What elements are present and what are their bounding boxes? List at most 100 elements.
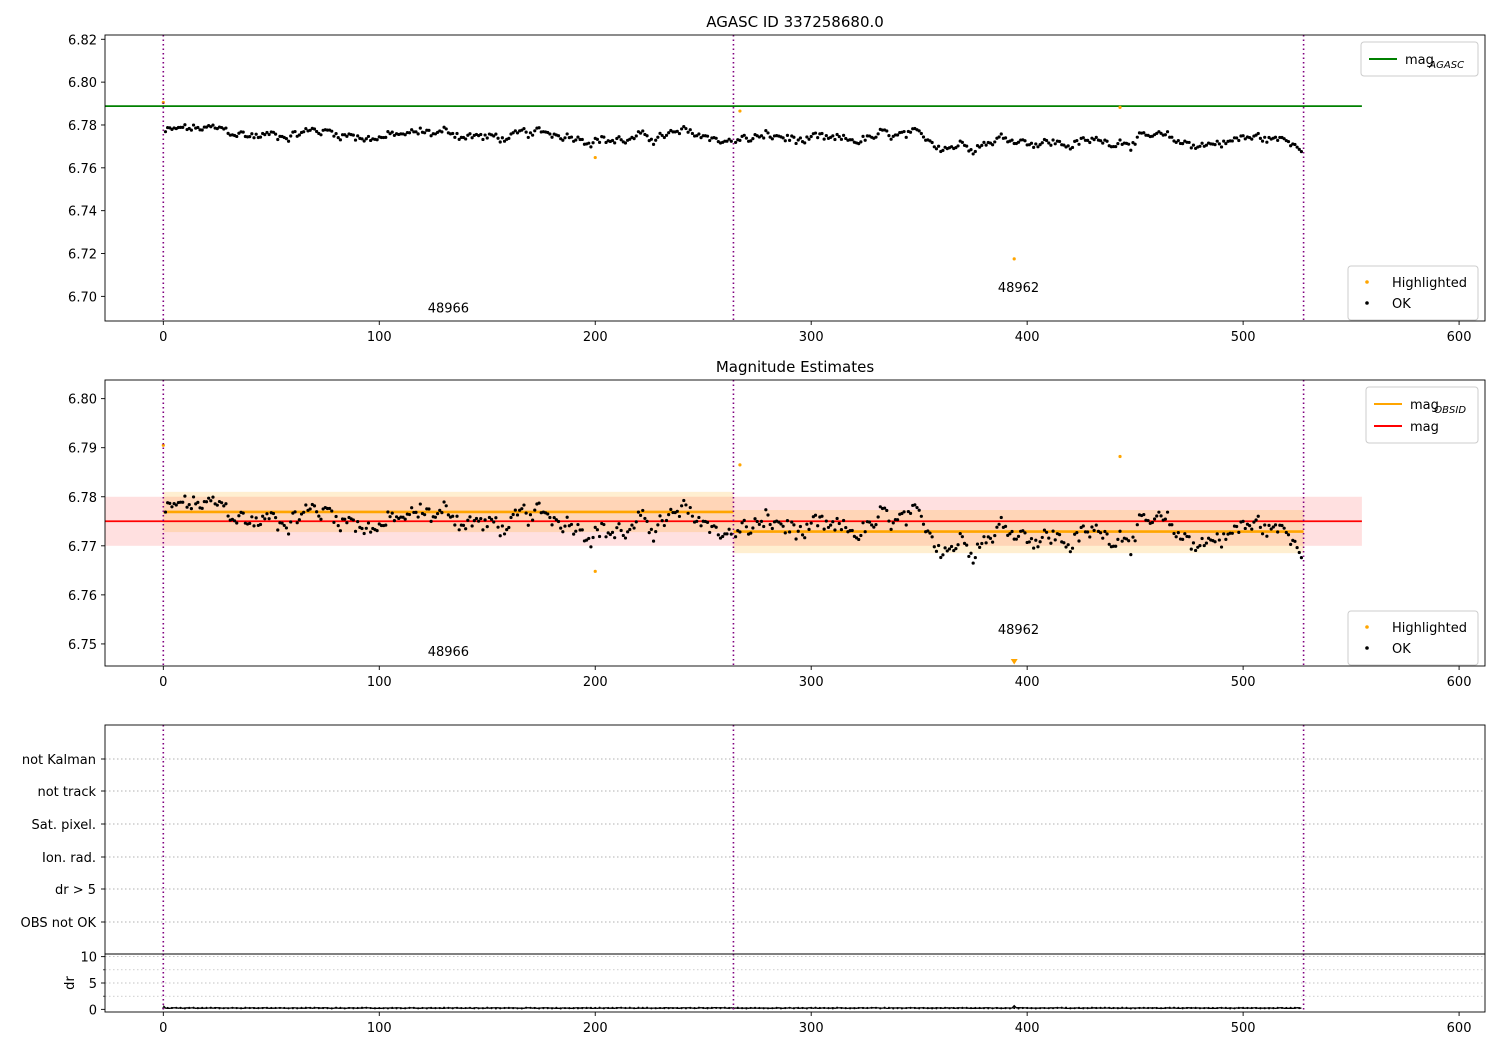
ok-point [729, 532, 733, 536]
dr-point [952, 1006, 955, 1010]
dr-point [252, 1006, 256, 1010]
ok-point [1213, 540, 1217, 544]
ok-point [608, 532, 612, 537]
ok-point [792, 523, 796, 527]
highlighted-point [738, 109, 742, 113]
dr-point [313, 1006, 316, 1009]
ok-point [1150, 520, 1155, 525]
y-tick-label: 6.80 [68, 393, 97, 408]
panel-title: AGASC ID 337258680.0 [706, 13, 884, 31]
ok-point [1105, 139, 1109, 143]
dr-point [1164, 1006, 1167, 1010]
dr-point [585, 1006, 588, 1010]
dr-point [848, 1007, 852, 1010]
dr-point [473, 1007, 476, 1010]
ok-point [1176, 531, 1180, 535]
dr-point [594, 1006, 597, 1010]
flag-category-label: not track [37, 785, 96, 800]
ok-point [429, 134, 433, 138]
legend-box [1347, 265, 1479, 321]
dr-point [1008, 1007, 1011, 1010]
ok-point [1051, 138, 1055, 142]
ok-point [928, 531, 932, 535]
ok-point [861, 134, 865, 138]
dr-point [1203, 1006, 1206, 1010]
ok-point [1293, 142, 1297, 147]
ok-point [330, 509, 334, 513]
dr-point [844, 1007, 847, 1010]
dr-point [728, 1006, 731, 1010]
dr-point [1272, 1007, 1275, 1010]
ok-point [721, 534, 725, 539]
ok-point [274, 132, 278, 136]
ok-point [816, 524, 820, 528]
ok-point [632, 526, 636, 530]
dr-point [468, 1006, 472, 1009]
dr-point [550, 1007, 554, 1010]
ok-point [414, 510, 418, 514]
dr-point [956, 1007, 960, 1010]
ok-point [1293, 539, 1297, 543]
ok-point [496, 525, 500, 529]
ok-point [1070, 145, 1075, 150]
ok-point [461, 523, 466, 527]
ok-point [714, 136, 718, 140]
ok-point [636, 510, 641, 514]
ok-point [1127, 539, 1131, 543]
ok-point [969, 551, 973, 555]
dr-point [995, 1006, 999, 1010]
ok-point [1256, 131, 1260, 136]
ok-point [991, 540, 995, 544]
ok-point [841, 518, 846, 523]
ok-point [548, 515, 552, 520]
legend-box [1360, 41, 1479, 77]
ok-point [796, 138, 800, 142]
ok-point [941, 553, 945, 557]
ok-point [163, 510, 168, 514]
ok-point [1142, 512, 1146, 517]
ok-point [1116, 142, 1120, 146]
ok-point [695, 134, 699, 138]
ok-point [870, 523, 874, 527]
ok-point [906, 509, 910, 514]
ok-point [921, 522, 926, 526]
ok-point [1092, 138, 1096, 142]
offscale-down-marker [1010, 659, 1018, 665]
ok-point [258, 135, 263, 139]
dr-point [693, 1007, 696, 1010]
dr-point [300, 1006, 303, 1009]
ok-point [1217, 142, 1221, 146]
ok-point [932, 145, 936, 149]
ok-point [500, 136, 504, 140]
dr-point [244, 1006, 247, 1009]
dr-point [563, 1006, 567, 1010]
dr-point [1194, 1006, 1197, 1009]
ok-point [496, 136, 500, 140]
ok-point [729, 139, 733, 143]
ok-point [546, 512, 550, 516]
ok-point [1090, 525, 1094, 529]
ok-point [613, 141, 617, 145]
ok-point [511, 512, 515, 517]
ok-point [962, 541, 967, 545]
ok-point [1118, 138, 1122, 142]
ok-point [690, 131, 695, 136]
ok-point [351, 133, 355, 137]
dr-point [378, 1006, 381, 1010]
dr-point [1000, 1007, 1003, 1010]
ok-point [949, 145, 954, 149]
ok-point [885, 508, 889, 513]
dr-point [978, 1006, 981, 1010]
ok-point [1204, 143, 1209, 147]
dr-point [330, 1007, 333, 1010]
ok-point [651, 142, 656, 146]
dr-point [430, 1006, 433, 1009]
ok-point [688, 128, 692, 132]
ok-point [680, 504, 684, 508]
ok-point [1129, 552, 1133, 557]
ok-point [902, 510, 906, 514]
dr-point [226, 1007, 230, 1010]
legend-label: mag [1410, 420, 1439, 435]
ok-point [267, 132, 271, 137]
ok-point [390, 130, 394, 134]
